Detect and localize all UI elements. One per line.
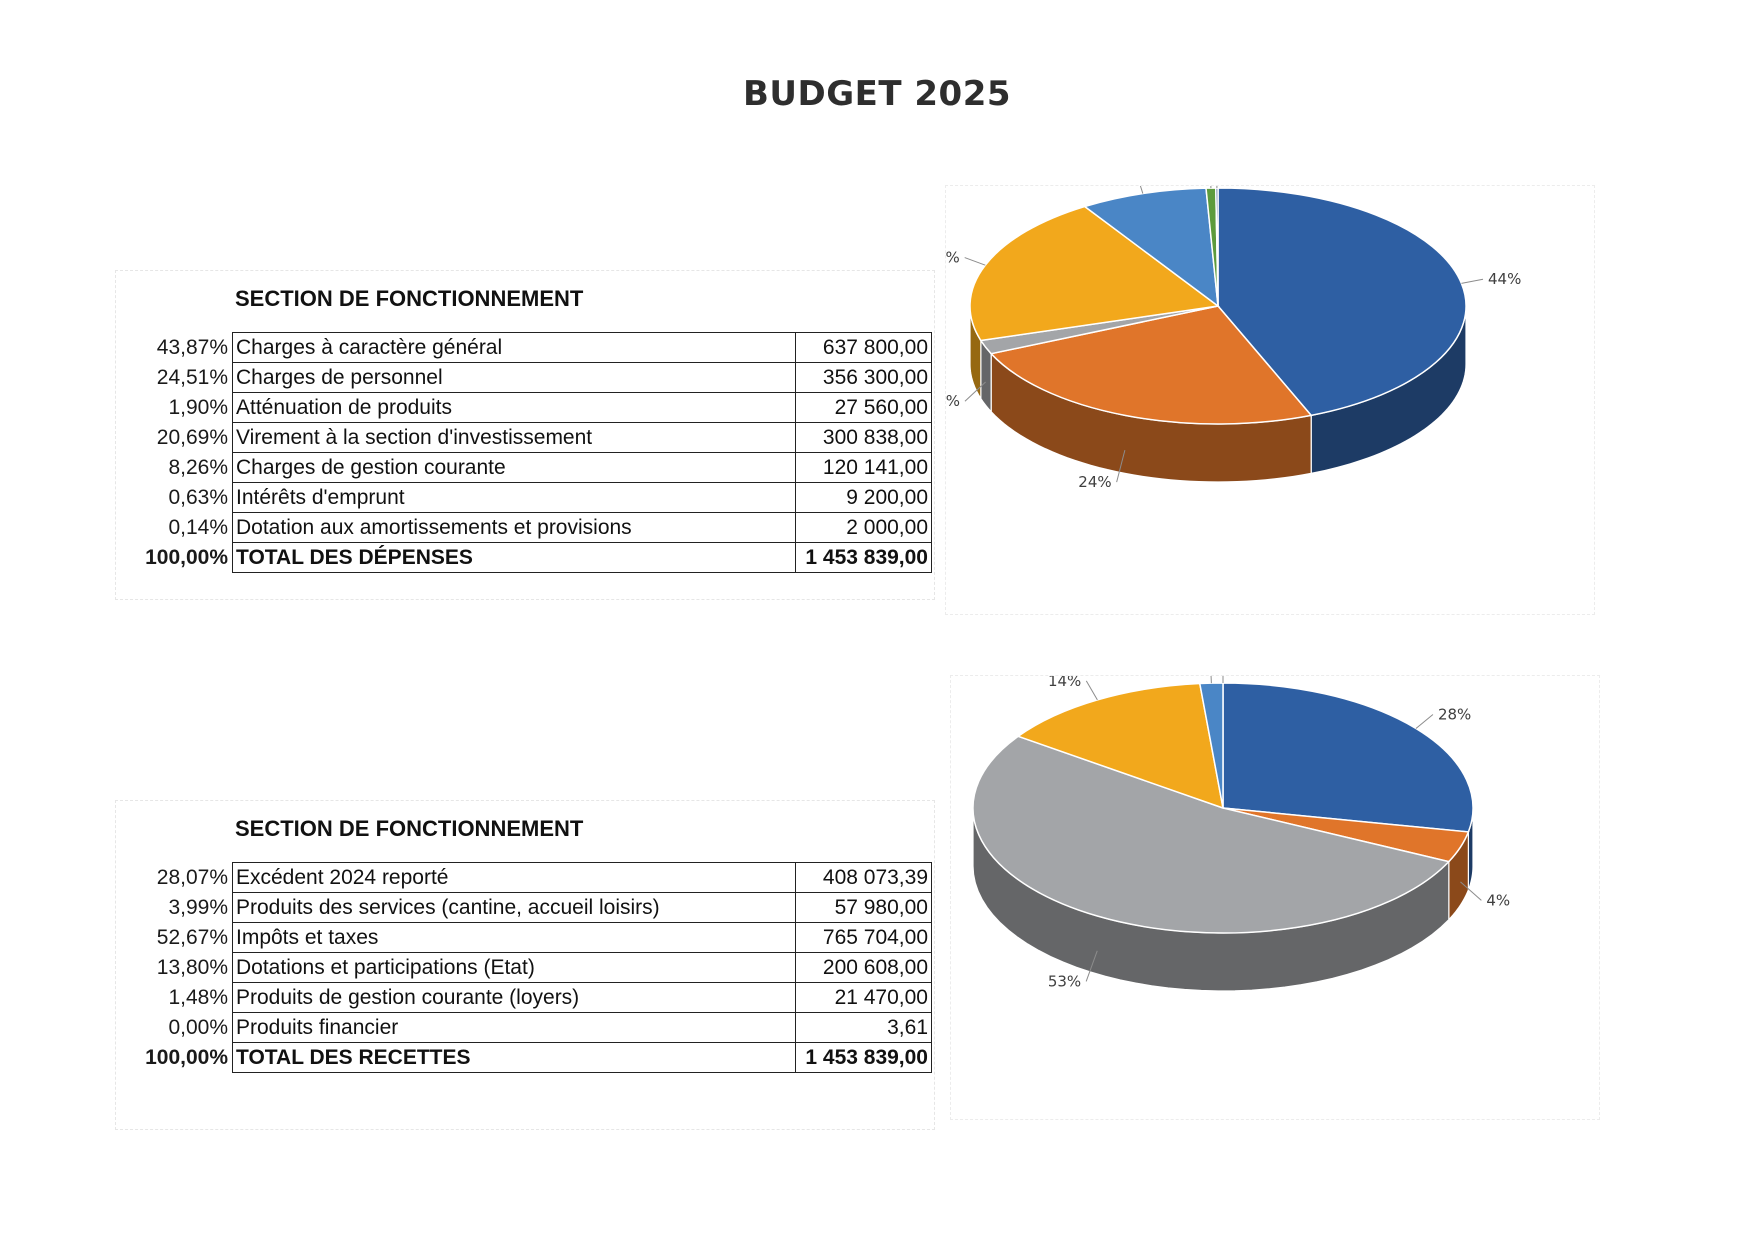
row-label: Produits de gestion courante (loyers) (232, 982, 796, 1013)
row-label: Virement à la section d'investissement (232, 422, 796, 453)
table-row: 28,07% Excédent 2024 reporté 408 073,39 (115, 862, 932, 893)
row-label: Intérêts d'emprunt (232, 482, 796, 513)
table-row: 24,51% Charges de personnel 356 300,00 (115, 362, 932, 393)
section-frame (115, 800, 935, 1130)
pie-slice-3-leader (1085, 680, 1098, 701)
total-label: TOTAL DES DÉPENSES (232, 542, 796, 573)
row-percent: 0,63% (168, 485, 228, 509)
section-frame (115, 270, 935, 600)
pie-slice-4-leader (1139, 186, 1144, 194)
pie-slice-1-label: 24% (1078, 473, 1111, 491)
row-amount: 765 704,00 (795, 922, 932, 953)
row-percent: 52,67% (156, 925, 228, 949)
pie-slice-2-label: 2% (946, 392, 960, 410)
row-percent: 0,00% (168, 1015, 228, 1039)
expenses-pie-chart-box: 44%24%2%21%8%1%0% (945, 185, 1595, 615)
row-amount: 27 560,00 (795, 392, 932, 423)
revenues-section: SECTION DE FONCTIONNEMENT 28,07% Excédent… (115, 800, 935, 1130)
row-label: Impôts et taxes (232, 922, 796, 953)
total-percent: 100,00% (145, 545, 228, 569)
row-percent: 13,80% (156, 955, 228, 979)
row-percent: 1,48% (168, 985, 228, 1009)
row-percent: 1,90% (168, 395, 228, 419)
row-percent: 28,07% (156, 865, 228, 889)
pie-slice-0 (1217, 187, 1467, 417)
row-amount: 120 141,00 (795, 452, 932, 483)
row-percent: 20,69% (156, 425, 228, 449)
row-label: Atténuation de produits (232, 392, 796, 423)
row-label: Excédent 2024 reporté (232, 862, 796, 893)
table-row: 0,14% Dotation aux amortissements et prov… (115, 512, 932, 543)
row-amount: 200 608,00 (795, 952, 932, 983)
row-percent: 43,87% (156, 335, 228, 359)
row-percent: 0,14% (168, 515, 228, 539)
total-amount: 1 453 839,00 (795, 1042, 932, 1073)
row-amount: 57 980,00 (795, 892, 932, 923)
row-label: Charges de personnel (232, 362, 796, 393)
row-amount: 21 470,00 (795, 982, 932, 1013)
row-percent: 3,99% (168, 895, 228, 919)
table-row: 52,67% Impôts et taxes 765 704,00 (115, 922, 932, 953)
row-amount: 3,61 (795, 1012, 932, 1043)
total-row: 100,00% TOTAL DES RECETTES 1 453 839,00 (115, 1042, 932, 1073)
table-row: 20,69% Virement à la section d'investisse… (115, 422, 932, 453)
pie-slice-2-leader (1085, 950, 1098, 982)
table-row: 13,80% Dotations et participations (Etat)… (115, 952, 932, 983)
pie-slice-1 (989, 305, 1313, 425)
table-row: 3,99% Produits des services (cantine, acc… (115, 892, 932, 923)
pie-slice-3-leader (964, 257, 986, 266)
pie-slice-3 (1016, 682, 1224, 810)
table-row: 8,26% Charges de gestion courante 120 141,… (115, 452, 932, 483)
row-label: Dotation aux amortissements et provision… (232, 512, 796, 543)
row-percent: 24,51% (156, 365, 228, 389)
row-amount: 408 073,39 (795, 862, 932, 893)
pie-slice-0-leader (1415, 714, 1434, 729)
expenses-pie-chart: 44%24%2%21%8%1%0% (946, 186, 1521, 491)
total-amount: 1 453 839,00 (795, 542, 932, 573)
pie-slice-2 (972, 735, 1451, 934)
revenues-pie-chart: 28%4%53%14%1%0% (972, 676, 1510, 992)
row-label: Dotations et participations (Etat) (232, 952, 796, 983)
document-title: BUDGET 2025 (742, 74, 1012, 114)
row-amount: 300 838,00 (795, 422, 932, 453)
row-percent: 8,26% (168, 455, 228, 479)
revenues-pie-chart-box: 28%4%53%14%1%0% (950, 675, 1600, 1120)
total-label: TOTAL DES RECETTES (232, 1042, 796, 1073)
row-label: Charges à caractère général (232, 332, 796, 363)
total-row: 100,00% TOTAL DES DÉPENSES 1 453 839,00 (115, 542, 932, 573)
pie-slice-0-label: 44% (1488, 270, 1521, 288)
expenses-table: 43,87% Charges à caractère général 637 800… (115, 332, 932, 573)
table-row: 0,63% Intérêts d'emprunt 9 200,00 (115, 482, 932, 513)
pie-slice-3-label: 14% (1048, 676, 1081, 690)
pie-slice-0 (1222, 682, 1474, 833)
pie-slice-4 (1083, 187, 1219, 308)
pie-slice-0-label: 28% (1438, 706, 1471, 724)
pie-slice-1-leader (1460, 881, 1482, 901)
table-row: 1,90% Atténuation de produits 27 560,00 (115, 392, 932, 423)
section-heading: SECTION DE FONCTIONNEMENT (235, 286, 584, 311)
pie-slice-3-label: 21% (946, 249, 960, 267)
section-heading: SECTION DE FONCTIONNEMENT (235, 816, 584, 841)
row-label: Charges de gestion courante (232, 452, 796, 483)
table-row: 43,87% Charges à caractère général 637 800… (115, 332, 932, 363)
pie-slice-3 (969, 205, 1220, 342)
row-amount: 356 300,00 (795, 362, 932, 393)
row-amount: 637 800,00 (795, 332, 932, 363)
row-amount: 2 000,00 (795, 512, 932, 543)
table-row: 0,00% Produits financier 3,61 (115, 1012, 932, 1043)
row-label: Produits des services (cantine, accueil … (232, 892, 796, 923)
pie-slice-4-leader (1210, 676, 1212, 684)
revenues-table: 28,07% Excédent 2024 reporté 408 073,39 3,… (115, 862, 932, 1073)
row-label: Produits financier (232, 1012, 796, 1043)
expenses-section: SECTION DE FONCTIONNEMENT 43,87% Charges … (115, 270, 935, 600)
pie-slice-0-leader (1461, 278, 1484, 284)
pie-slice-1-label: 4% (1486, 891, 1510, 909)
pie-slice-1-leader (1116, 450, 1126, 483)
total-percent: 100,00% (145, 1045, 228, 1069)
row-amount: 9 200,00 (795, 482, 932, 513)
table-row: 1,48% Produits de gestion courante (loyer… (115, 982, 932, 1013)
pie-slice-2-leader (964, 381, 986, 402)
pie-slice-2-label: 53% (1048, 972, 1081, 990)
